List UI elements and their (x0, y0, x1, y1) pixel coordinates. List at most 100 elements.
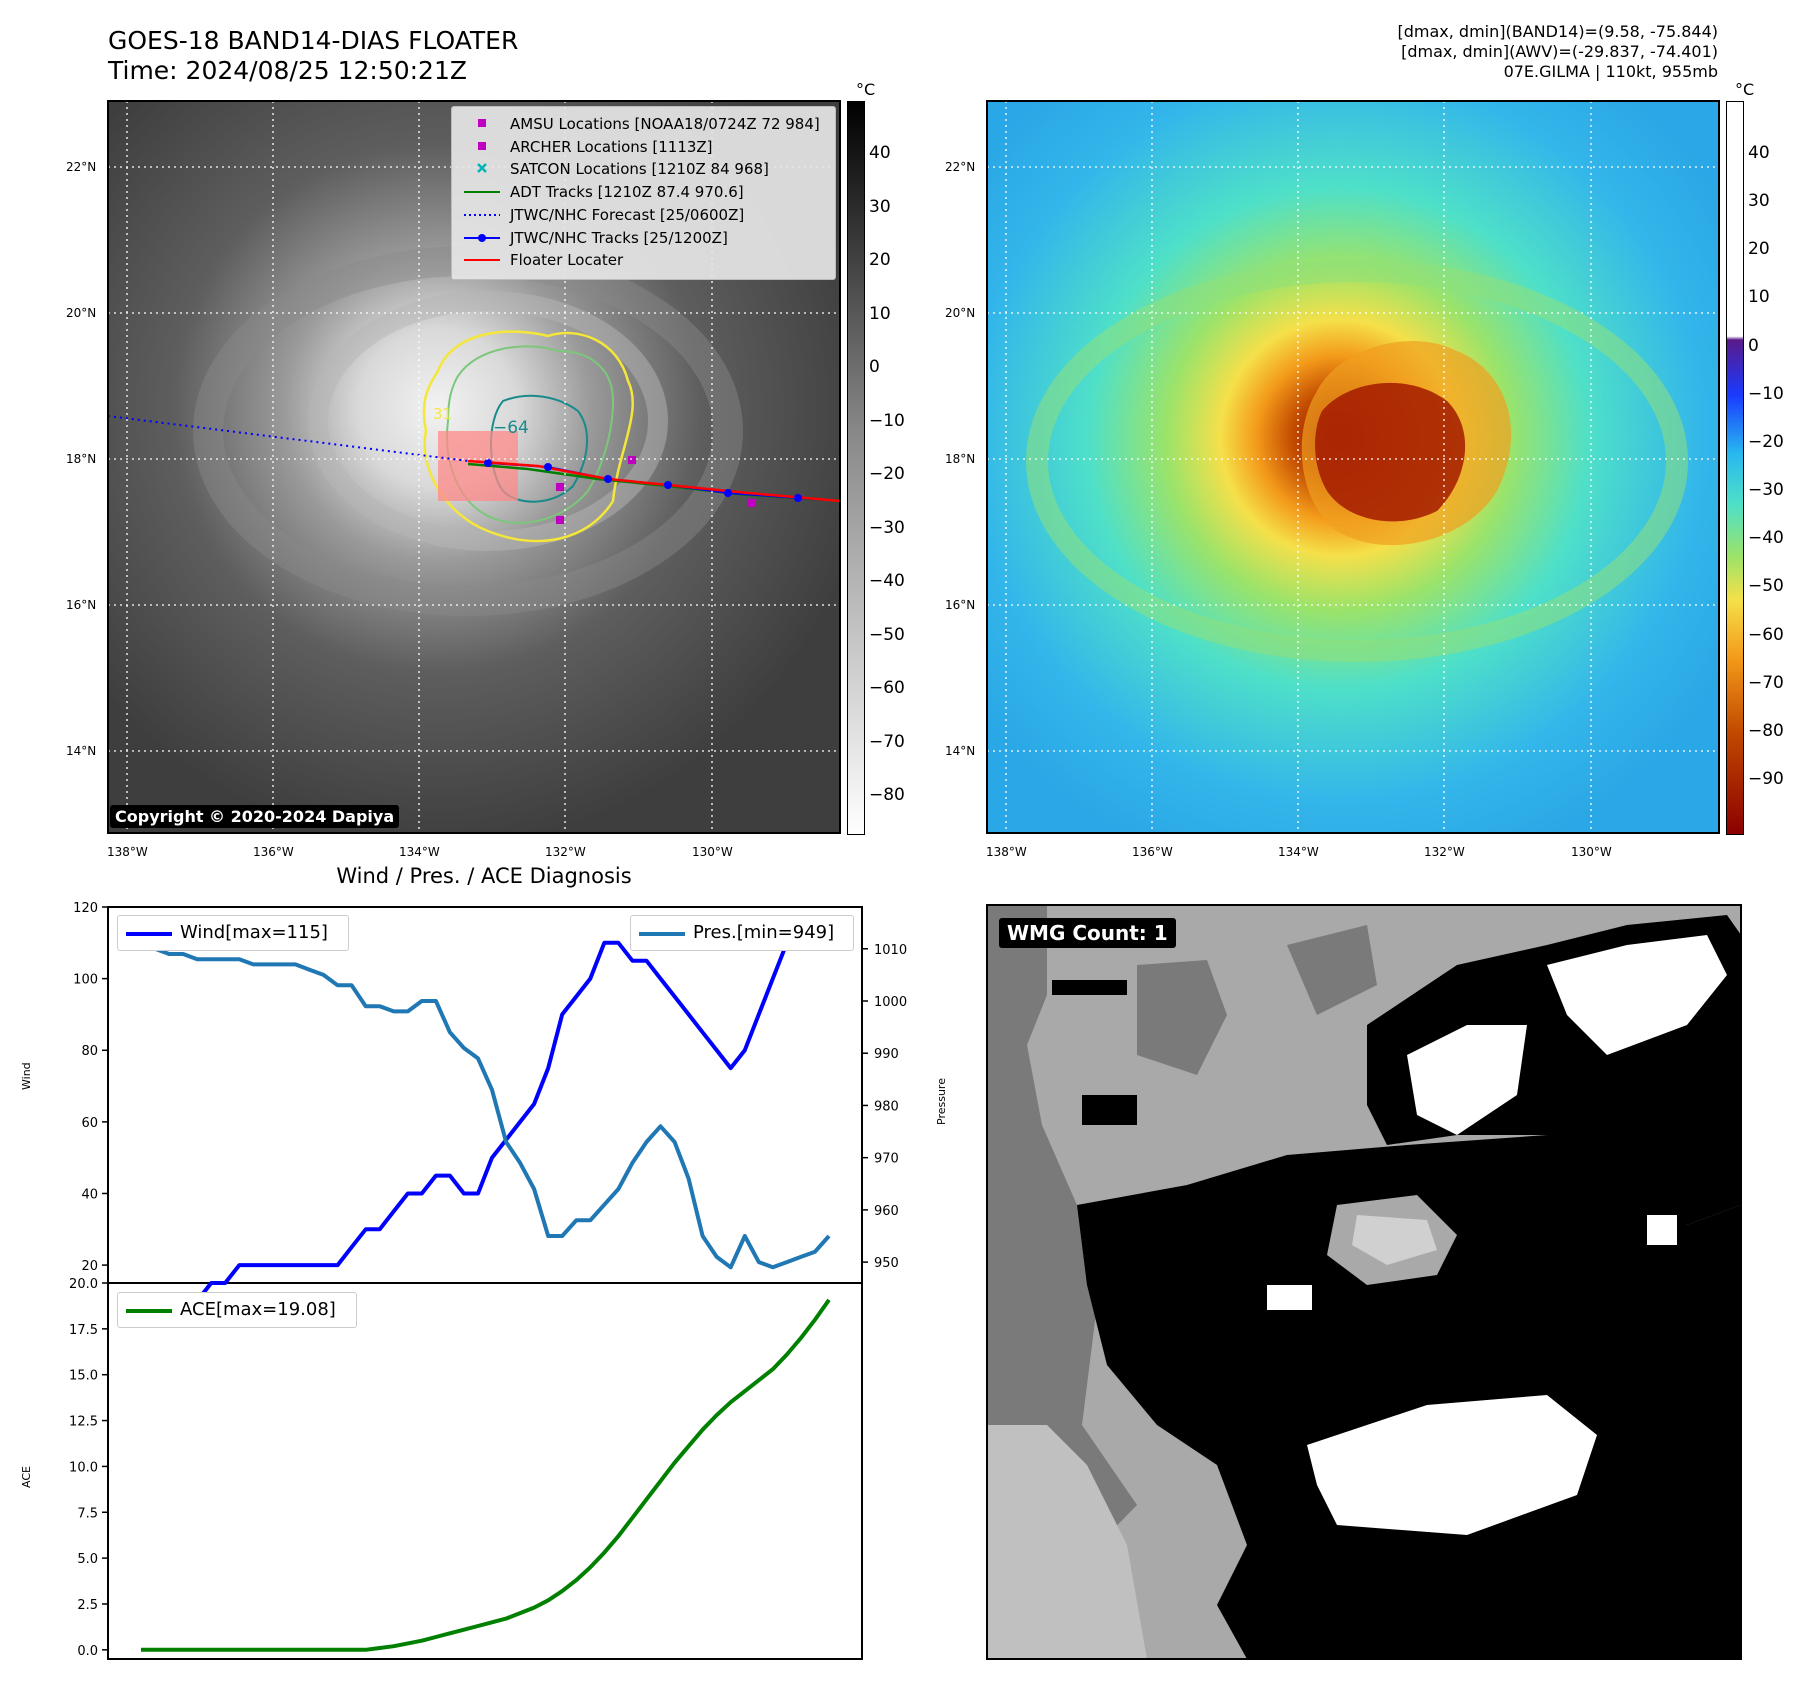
pressure-ytick-label: 960 (874, 1204, 899, 1219)
awv-colorbar-tick: −40 (1748, 528, 1784, 549)
awv-colorbar-tick: 0 (1748, 335, 1759, 356)
ir-lon-tick: 134°W (399, 845, 440, 859)
pressure-legend-swatch (639, 932, 685, 936)
ir-colorbar (847, 101, 865, 835)
ir-colorbar-tick: −70 (869, 731, 905, 752)
ir-colorbar-tick: 30 (869, 196, 891, 217)
awv-lat-tick: 22°N (945, 160, 976, 174)
wind-chart-frame (107, 906, 863, 1284)
awv-lon-tick: 134°W (1278, 845, 1319, 859)
awv-colorbar-tick: −10 (1748, 383, 1784, 404)
ace-ytick-label: 20.0 (69, 1277, 98, 1292)
legend-forecast: JTWC/NHC Forecast [25/0600Z] (462, 206, 822, 226)
legend-adt: ADT Tracks [1210Z 87.4 970.6] (462, 183, 822, 203)
wind-ytick-label: 100 (73, 973, 98, 988)
figure-meta: [dmax, dmin](BAND14)=(9.58, -75.844) [dm… (1398, 22, 1719, 82)
figure-title-line1: GOES-18 BAND14-DIAS FLOATER (108, 26, 519, 55)
awv-colorbar-tick: 40 (1748, 143, 1770, 163)
ir-colorbar-tick: 20 (869, 250, 891, 270)
ir-lat-tick: 14°N (66, 744, 97, 758)
wind-ytick-label: 60 (81, 1116, 98, 1131)
ace-series-line (141, 1298, 831, 1652)
pressure-ytick-label: 990 (874, 1047, 899, 1062)
ace-ytick-label: 17.5 (69, 1323, 98, 1338)
contour-label-2: 31 (433, 405, 452, 423)
awv-colorbar-tick: −20 (1748, 431, 1784, 452)
ace-legend-label: ACE[max=19.08] (180, 1299, 336, 1320)
awv-colorbar-tick: −50 (1748, 576, 1784, 597)
ace-ytick-label: 0.0 (77, 1644, 98, 1659)
figure-time: Time: 2024/08/25 12:50:21Z (108, 56, 467, 85)
ace-legend-swatch (126, 1309, 172, 1313)
legend-marker-icon (462, 138, 502, 156)
legend-line-icon (462, 229, 502, 247)
ace-chart-frame (107, 1282, 863, 1660)
ir-lat-tick: 18°N (66, 452, 97, 466)
ir-colorbar-tick: −50 (869, 624, 905, 645)
wind-axis-label: Wind (20, 1062, 33, 1090)
awv-colorbar-tick: −60 (1748, 624, 1784, 645)
ir-colorbar-tick: 40 (869, 143, 891, 163)
ace-ytick-label: 2.5 (77, 1598, 98, 1613)
pressure-ytick-label: 1000 (874, 995, 907, 1010)
awv-colorbar-tick: 20 (1748, 239, 1770, 260)
legend-line-icon (462, 206, 502, 224)
legend-marker-icon (462, 115, 502, 133)
legend-floater: Floater Locater (462, 251, 822, 271)
meta-storm: 07E.GILMA | 110kt, 955mb (1503, 62, 1718, 81)
ir-colorbar-tick: 0 (869, 357, 880, 377)
legend-tracks: JTWC/NHC Tracks [25/1200Z] (462, 229, 822, 249)
ir-colorbar-tick: −40 (869, 571, 905, 591)
diagnosis-title: Wind / Pres. / ACE Diagnosis (336, 864, 632, 888)
ir-lat-tick: 22°N (66, 160, 97, 174)
wind-series-line (141, 922, 831, 1303)
pressure-ytick-label: 970 (874, 1152, 899, 1167)
ir-lon-tick: 136°W (253, 845, 294, 859)
meta-awv: [dmax, dmin](AWV)=(-29.837, -74.401) (1401, 42, 1718, 61)
legend-amsu: AMSU Locations [NOAA18/0724Z 72 984] (462, 115, 822, 135)
legend-line-icon (462, 183, 502, 201)
meta-band14: [dmax, dmin](BAND14)=(9.58, -75.844) (1397, 22, 1719, 41)
pressure-legend: Pres.[min=949] (630, 915, 854, 951)
ir-lon-tick: 138°W (107, 845, 148, 859)
awv-colorbar-tick: −30 (1748, 480, 1784, 501)
ir-colorbar-tick: −20 (869, 464, 905, 484)
awv-lat-tick: 18°N (945, 452, 976, 466)
wind-ytick-label: 120 (73, 901, 98, 916)
pressure-series-line (139, 921, 831, 1270)
awv-panel (986, 100, 1720, 834)
awv-lon-tick: 138°W (986, 845, 1027, 859)
wind-ytick-label: 20 (81, 1259, 98, 1274)
ace-legend: ACE[max=19.08] (117, 1292, 357, 1328)
ir-lat-tick: 16°N (66, 598, 97, 612)
ir-colorbar-tick: −60 (869, 678, 905, 698)
awv-lat-tick: 20°N (945, 306, 976, 320)
awv-lon-tick: 132°W (1424, 845, 1465, 859)
pressure-ytick-label: 950 (874, 1256, 899, 1271)
ace-ytick-label: 12.5 (69, 1415, 98, 1430)
awv-lat-tick: 16°N (945, 598, 976, 612)
figure-title: GOES-18 BAND14-DIAS FLOATER Time: 2024/08… (108, 26, 518, 86)
awv-colorbar-tick: 10 (1748, 287, 1770, 308)
ace-ytick-label: 10.0 (69, 1460, 98, 1475)
legend-archer: ARCHER Locations [1113Z] (462, 138, 822, 158)
ace-ytick-label: 15.0 (69, 1369, 98, 1384)
ir-panel: −64 31 AMSU Locations [NOAA18/0 (107, 100, 841, 834)
contour-label: −64 (493, 418, 529, 438)
legend-marker-icon (462, 160, 502, 178)
legend-satcon: SATCON Locations [1210Z 84 968] (462, 160, 822, 180)
awv-lon-tick: 130°W (1571, 845, 1612, 859)
wmg-panel: WMG Count: 1 (986, 904, 1742, 1660)
awv-colorbar (1726, 101, 1744, 835)
ir-colorbar-tick: −10 (869, 410, 905, 431)
awv-colorbar-tick: 30 (1748, 191, 1770, 212)
awv-colorbar-unit: °C (1735, 80, 1755, 99)
awv-colorbar-tick: −90 (1748, 769, 1784, 789)
wind-legend-label: Wind[max=115] (180, 922, 328, 943)
ir-colorbar-unit: °C (856, 80, 876, 99)
ir-lat-tick: 20°N (66, 306, 97, 320)
pressure-ytick-label: 980 (874, 1099, 899, 1114)
pressure-ytick-label: 1010 (874, 943, 907, 958)
copyright-badge: Copyright © 2020-2024 Dapiya (110, 805, 400, 828)
awv-lat-tick: 14°N (945, 744, 976, 758)
